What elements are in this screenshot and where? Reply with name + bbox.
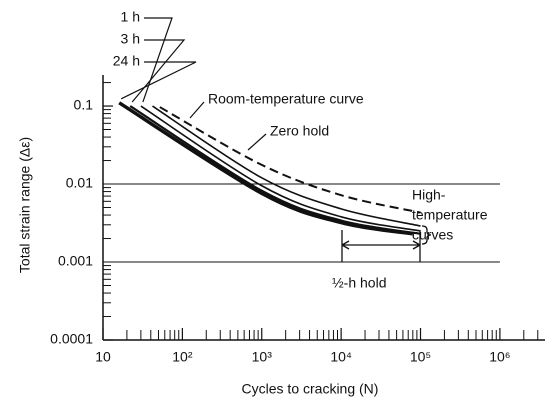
- x-tick-label: 10⁶: [489, 349, 510, 365]
- annotation: ½-h hold: [332, 275, 386, 291]
- x-tick-label: 10: [95, 349, 111, 365]
- range-arrow: [341, 230, 421, 262]
- annotation: curves: [412, 227, 453, 243]
- x-tick-label: 10⁴: [330, 349, 352, 365]
- curve-label: Room-temperature curve: [208, 91, 364, 107]
- leader: [131, 39, 186, 103]
- x-tick-label: 10³: [252, 349, 273, 365]
- curve: [159, 106, 421, 214]
- x-tick-label: 10⁵: [410, 349, 431, 365]
- x-tick-label: 10²: [172, 349, 193, 365]
- y-axis-label: Total strain range (Δε): [17, 137, 33, 273]
- x-axis-label: Cycles to cracking (N): [242, 381, 379, 397]
- curve: [140, 105, 421, 232]
- leader: [189, 101, 205, 119]
- annotation: High-: [412, 187, 446, 203]
- curve-label: Zero hold: [270, 123, 329, 139]
- y-tick-label: 0.1: [74, 97, 94, 113]
- curve-label: 3 h: [121, 31, 140, 47]
- leader: [142, 17, 173, 103]
- y-tick-label: 0.01: [66, 175, 93, 191]
- y-tick-label: 0.0001: [50, 331, 93, 347]
- curve: [118, 101, 414, 236]
- bracket: [421, 225, 432, 245]
- curve: [152, 105, 421, 227]
- leader: [120, 61, 197, 100]
- annotation: temperature: [412, 207, 488, 223]
- y-tick-label: 0.001: [58, 253, 93, 269]
- leader: [247, 133, 267, 151]
- curve-label: 24 h: [113, 53, 140, 69]
- curve-label: 1 h: [121, 9, 140, 25]
